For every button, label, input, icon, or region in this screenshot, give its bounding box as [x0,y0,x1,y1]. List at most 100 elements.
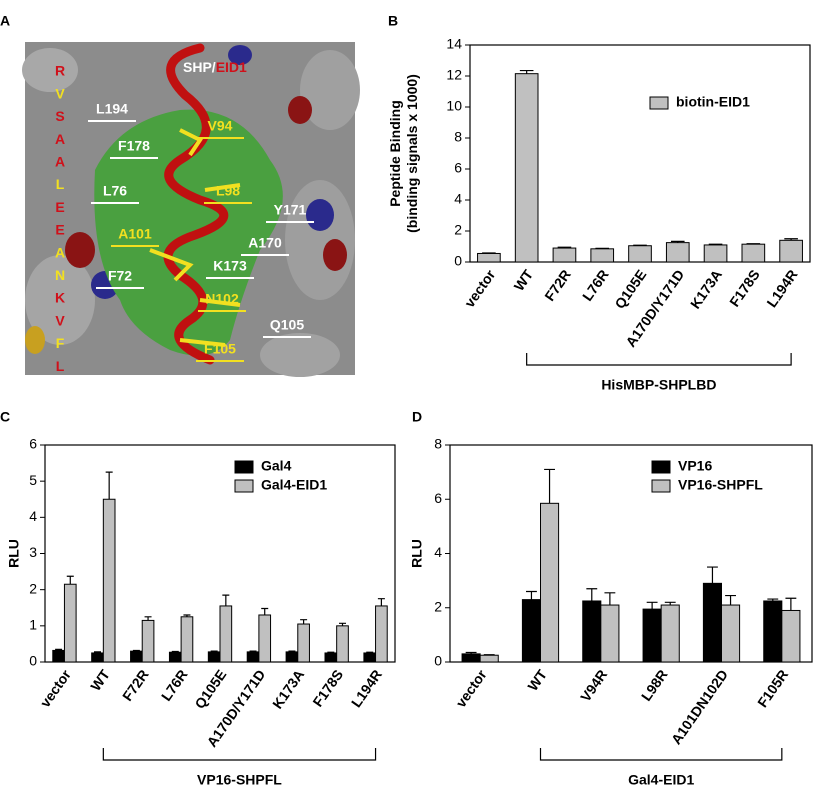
x-tick-label: F72R [119,667,152,704]
x-tick-label: L98R [638,667,671,704]
bar [741,243,766,263]
x-tick-label: F72R [541,267,574,304]
error-bar [767,598,779,601]
y-tick-label: 0 [454,253,462,269]
error-bar [261,607,269,615]
y-tick-label: 3 [29,544,37,560]
y-axis-label: Peptide Binding [387,100,403,207]
y-axis-label: RLU [409,539,425,568]
bar [552,247,577,263]
error-bar [144,616,152,621]
x-tick-label: vector [452,666,490,710]
sequence-letter: L [56,176,65,192]
bar [461,653,481,663]
structure-title-part: SHP/ [183,59,216,75]
x-tick-label: F105R [754,667,791,711]
bar [665,242,690,263]
bar [477,252,501,263]
panel-letter: A [0,13,10,29]
group-label: VP16-SHPFL [197,772,282,788]
y-tick-label: 2 [29,580,37,596]
residue-label: L76 [103,183,127,199]
y-tick-label: 12 [446,67,462,83]
sequence-letter: A [55,154,65,170]
sequence-letter: N [55,267,65,283]
bar [258,614,272,663]
error-bar [557,246,572,249]
error-bar [132,649,140,652]
x-tick-label: vector [37,666,75,710]
bar [702,582,723,663]
residue-label: F105 [204,341,236,357]
residue-label: F178 [118,138,150,154]
group-bracket [526,353,792,366]
bar [703,244,728,263]
legend-label: Gal4 [261,458,292,474]
error-bar [183,614,191,617]
error-bar [519,69,534,74]
bar [52,649,65,663]
y-tick-label: 6 [454,160,462,176]
y-tick-label: 8 [454,129,462,145]
y-tick-label: 6 [434,490,442,506]
error-bar [105,471,113,500]
sequence-letter: K [55,290,65,306]
x-tick-label: vector [461,266,499,310]
bar [63,583,77,663]
y-tick-label: 10 [446,98,462,114]
error-bar [483,654,495,656]
y-tick-label: 2 [434,598,442,614]
error-bar [670,240,685,243]
bar [285,651,299,663]
error-bar [55,648,63,651]
x-tick-label: V94R [577,667,610,705]
residue-label: F72 [108,268,132,284]
group-label: Gal4-EID1 [628,772,694,788]
residue-label: A101 [118,226,152,242]
sequence-letter: V [55,85,65,101]
error-bar [526,590,537,600]
y-tick-label: 0 [434,653,442,669]
error-bar [725,594,736,606]
legend-label: biotin-EID1 [676,94,750,110]
x-tick-label: F178S [309,667,346,710]
bar [521,599,542,663]
x-tick-label: A101DN102D [668,667,731,748]
error-bar [288,650,296,652]
error-bar [249,650,257,652]
x-tick-label: Q105E [611,267,649,312]
error-bar [707,566,718,584]
sequence-letter: A [55,244,65,260]
error-bar [377,598,385,606]
bar [324,652,338,663]
residue-label: Y171 [274,202,307,218]
bar [721,604,741,663]
residue-label: K173 [213,258,247,274]
y-tick-label: 14 [446,36,462,52]
sequence-letter: L [56,358,65,374]
x-tick-label: L76R [579,267,612,304]
error-bar [465,651,477,654]
error-bar [784,238,798,241]
error-bar [586,588,598,601]
residue-label: Q105 [270,317,304,333]
y-tick-label: 4 [454,191,462,207]
bar [375,605,388,663]
panel-letter: B [388,13,398,29]
x-tick-label: K173A [269,667,307,712]
y-axis-label: (binding signals x 1000) [404,74,420,233]
group-label: HisMBP-SHPLBD [601,377,716,393]
legend-swatch [651,479,671,493]
bar [600,604,620,663]
x-tick-label: F178S [726,267,763,310]
error-bar [339,622,346,626]
sequence-letter: S [55,108,64,124]
x-tick-label: WT [511,266,537,293]
error-bar [94,651,101,653]
structure-title: SHP/EID1 [183,59,247,75]
error-bar [222,594,230,606]
residue-label: L194 [96,101,128,117]
x-tick-label: Q105E [191,667,229,712]
